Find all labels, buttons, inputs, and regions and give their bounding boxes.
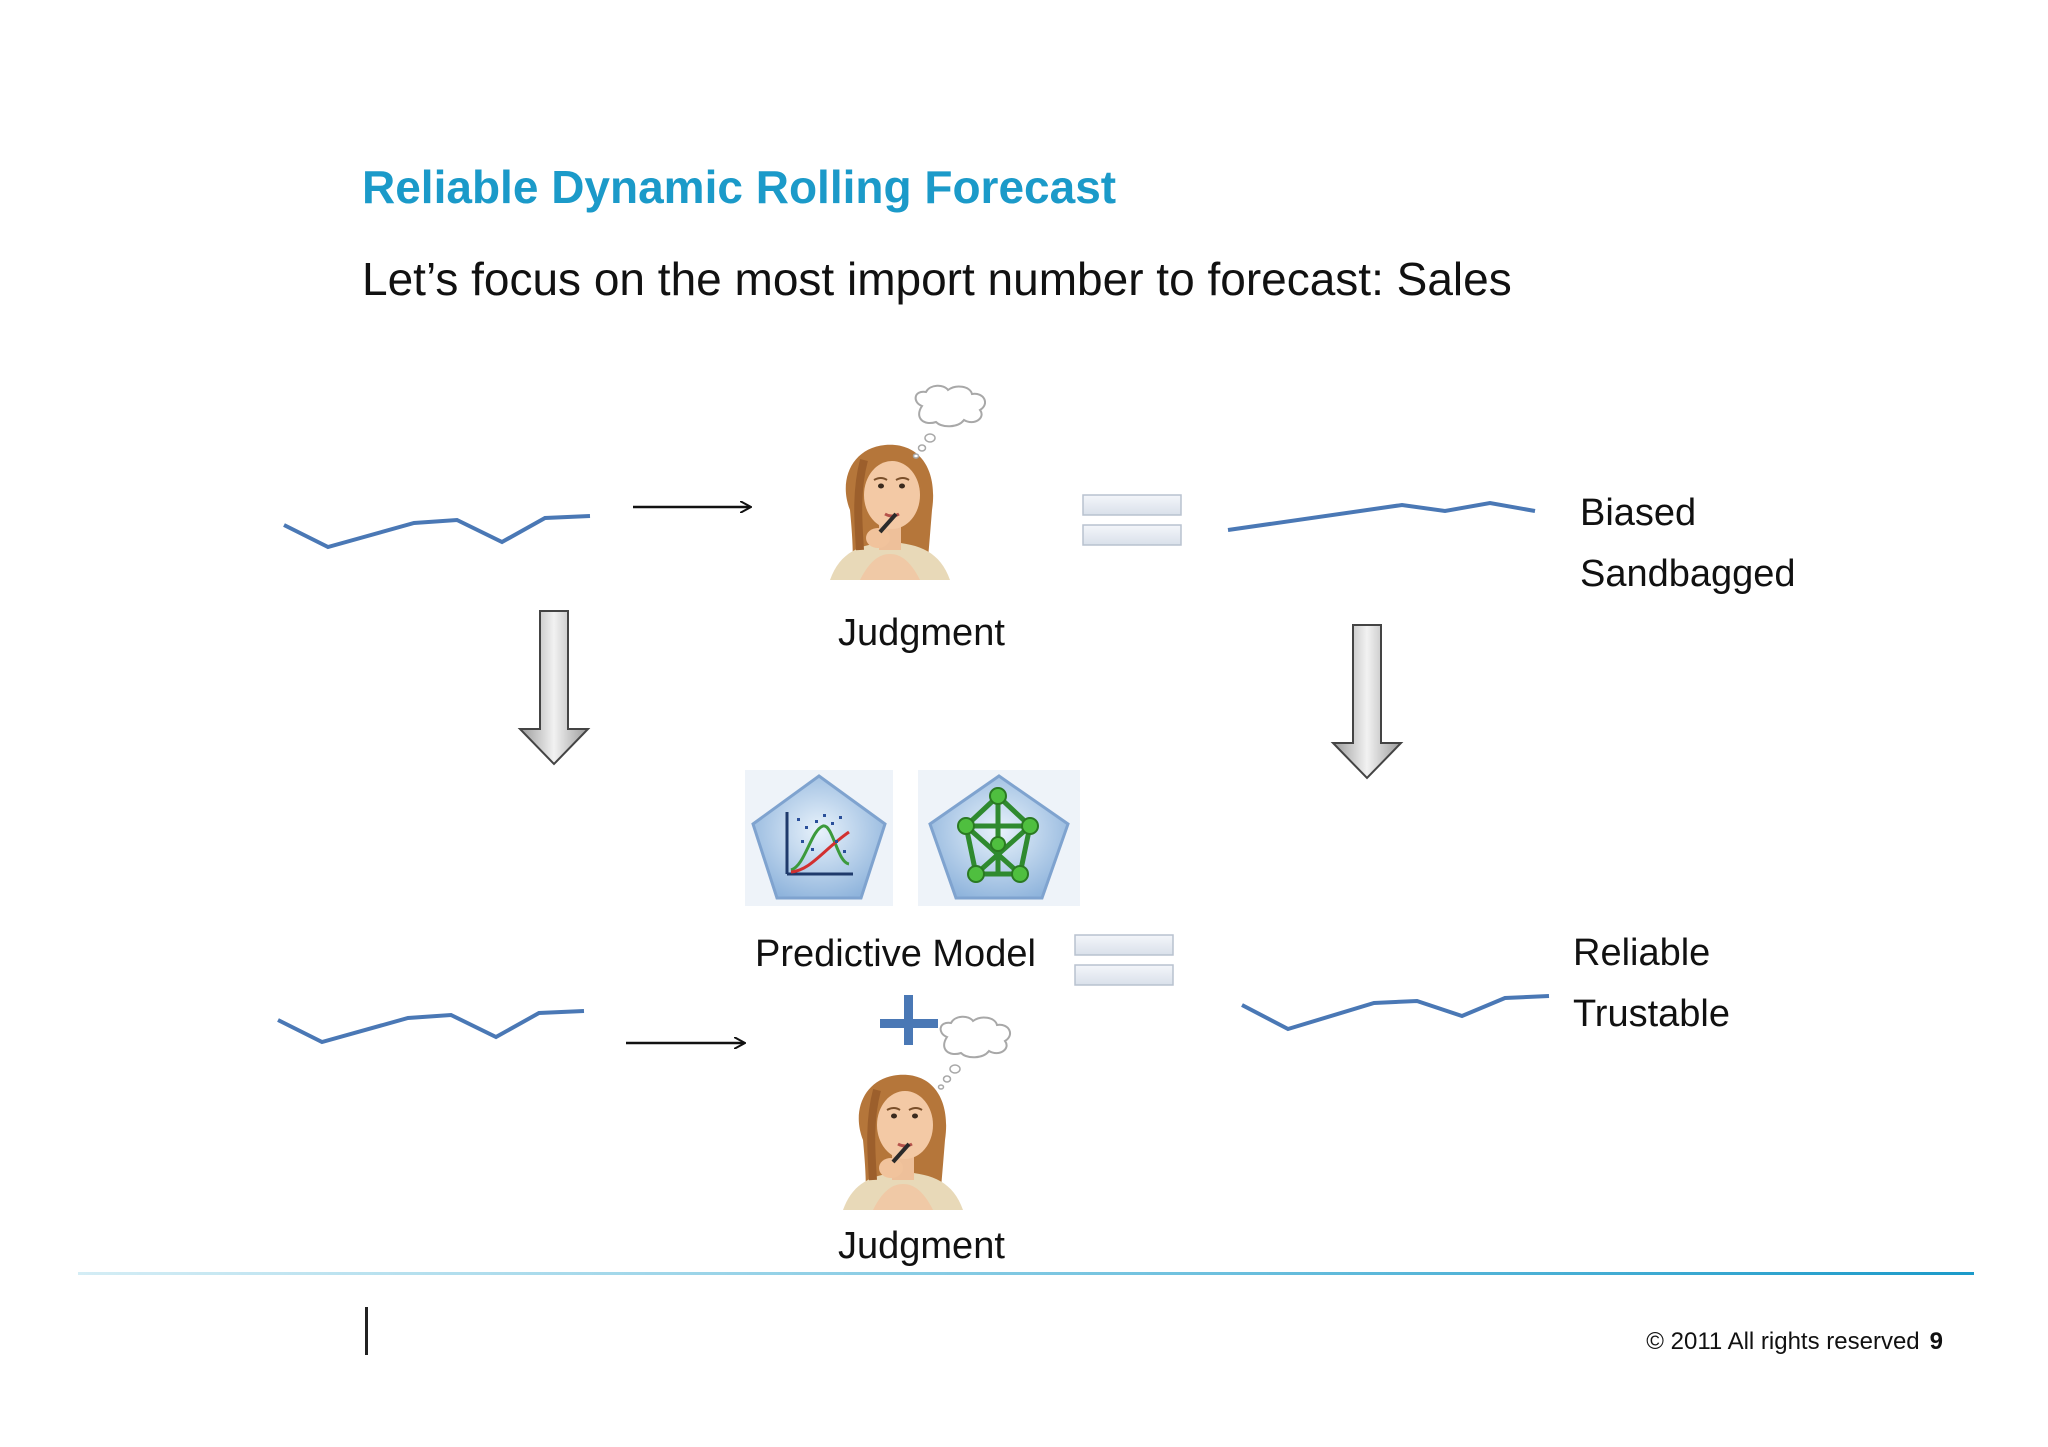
predictive-model-label: Predictive Model xyxy=(755,933,1036,975)
output-sales-line-top xyxy=(1227,500,1536,532)
judgment-label-bottom: Judgment xyxy=(838,1225,1005,1267)
outcome-label-sandbagged: Sandbagged xyxy=(1580,553,1796,595)
copyright-notice: © 2011 All rights reserved 9 xyxy=(1646,1328,1943,1356)
equals-icon xyxy=(1074,934,1174,986)
copyright-text: © 2011 All rights reserved xyxy=(1646,1328,1920,1355)
equals-icon xyxy=(1082,494,1182,546)
slide-subtitle: Let’s focus on the most import number to… xyxy=(362,253,1512,305)
judgment-label-top: Judgment xyxy=(838,612,1005,654)
outcome-label-biased: Biased xyxy=(1580,492,1697,534)
input-sales-line-bottom xyxy=(277,1009,585,1045)
footer-divider xyxy=(78,1272,1974,1275)
input-sales-line-top xyxy=(283,514,591,550)
page-number: 9 xyxy=(1929,1328,1943,1355)
thought-bubble-icon xyxy=(937,1015,1012,1090)
statistical-model-icon xyxy=(745,770,893,906)
slide-title: Reliable Dynamic Rolling Forecast xyxy=(362,161,1117,213)
outcome-label-trustable: Trustable xyxy=(1573,993,1730,1035)
outcome-label-reliable: Reliable xyxy=(1573,932,1711,974)
arrow-down-icon xyxy=(1332,624,1402,779)
plus-icon xyxy=(880,995,938,1045)
neural-network-icon xyxy=(918,770,1080,906)
footer-marker xyxy=(365,1307,368,1355)
arrow-down-icon xyxy=(519,610,589,765)
thought-bubble-icon xyxy=(912,384,987,459)
thinking-woman-icon xyxy=(843,1075,963,1210)
output-sales-line-bottom xyxy=(1241,994,1550,1032)
thinking-woman-icon xyxy=(830,445,950,580)
